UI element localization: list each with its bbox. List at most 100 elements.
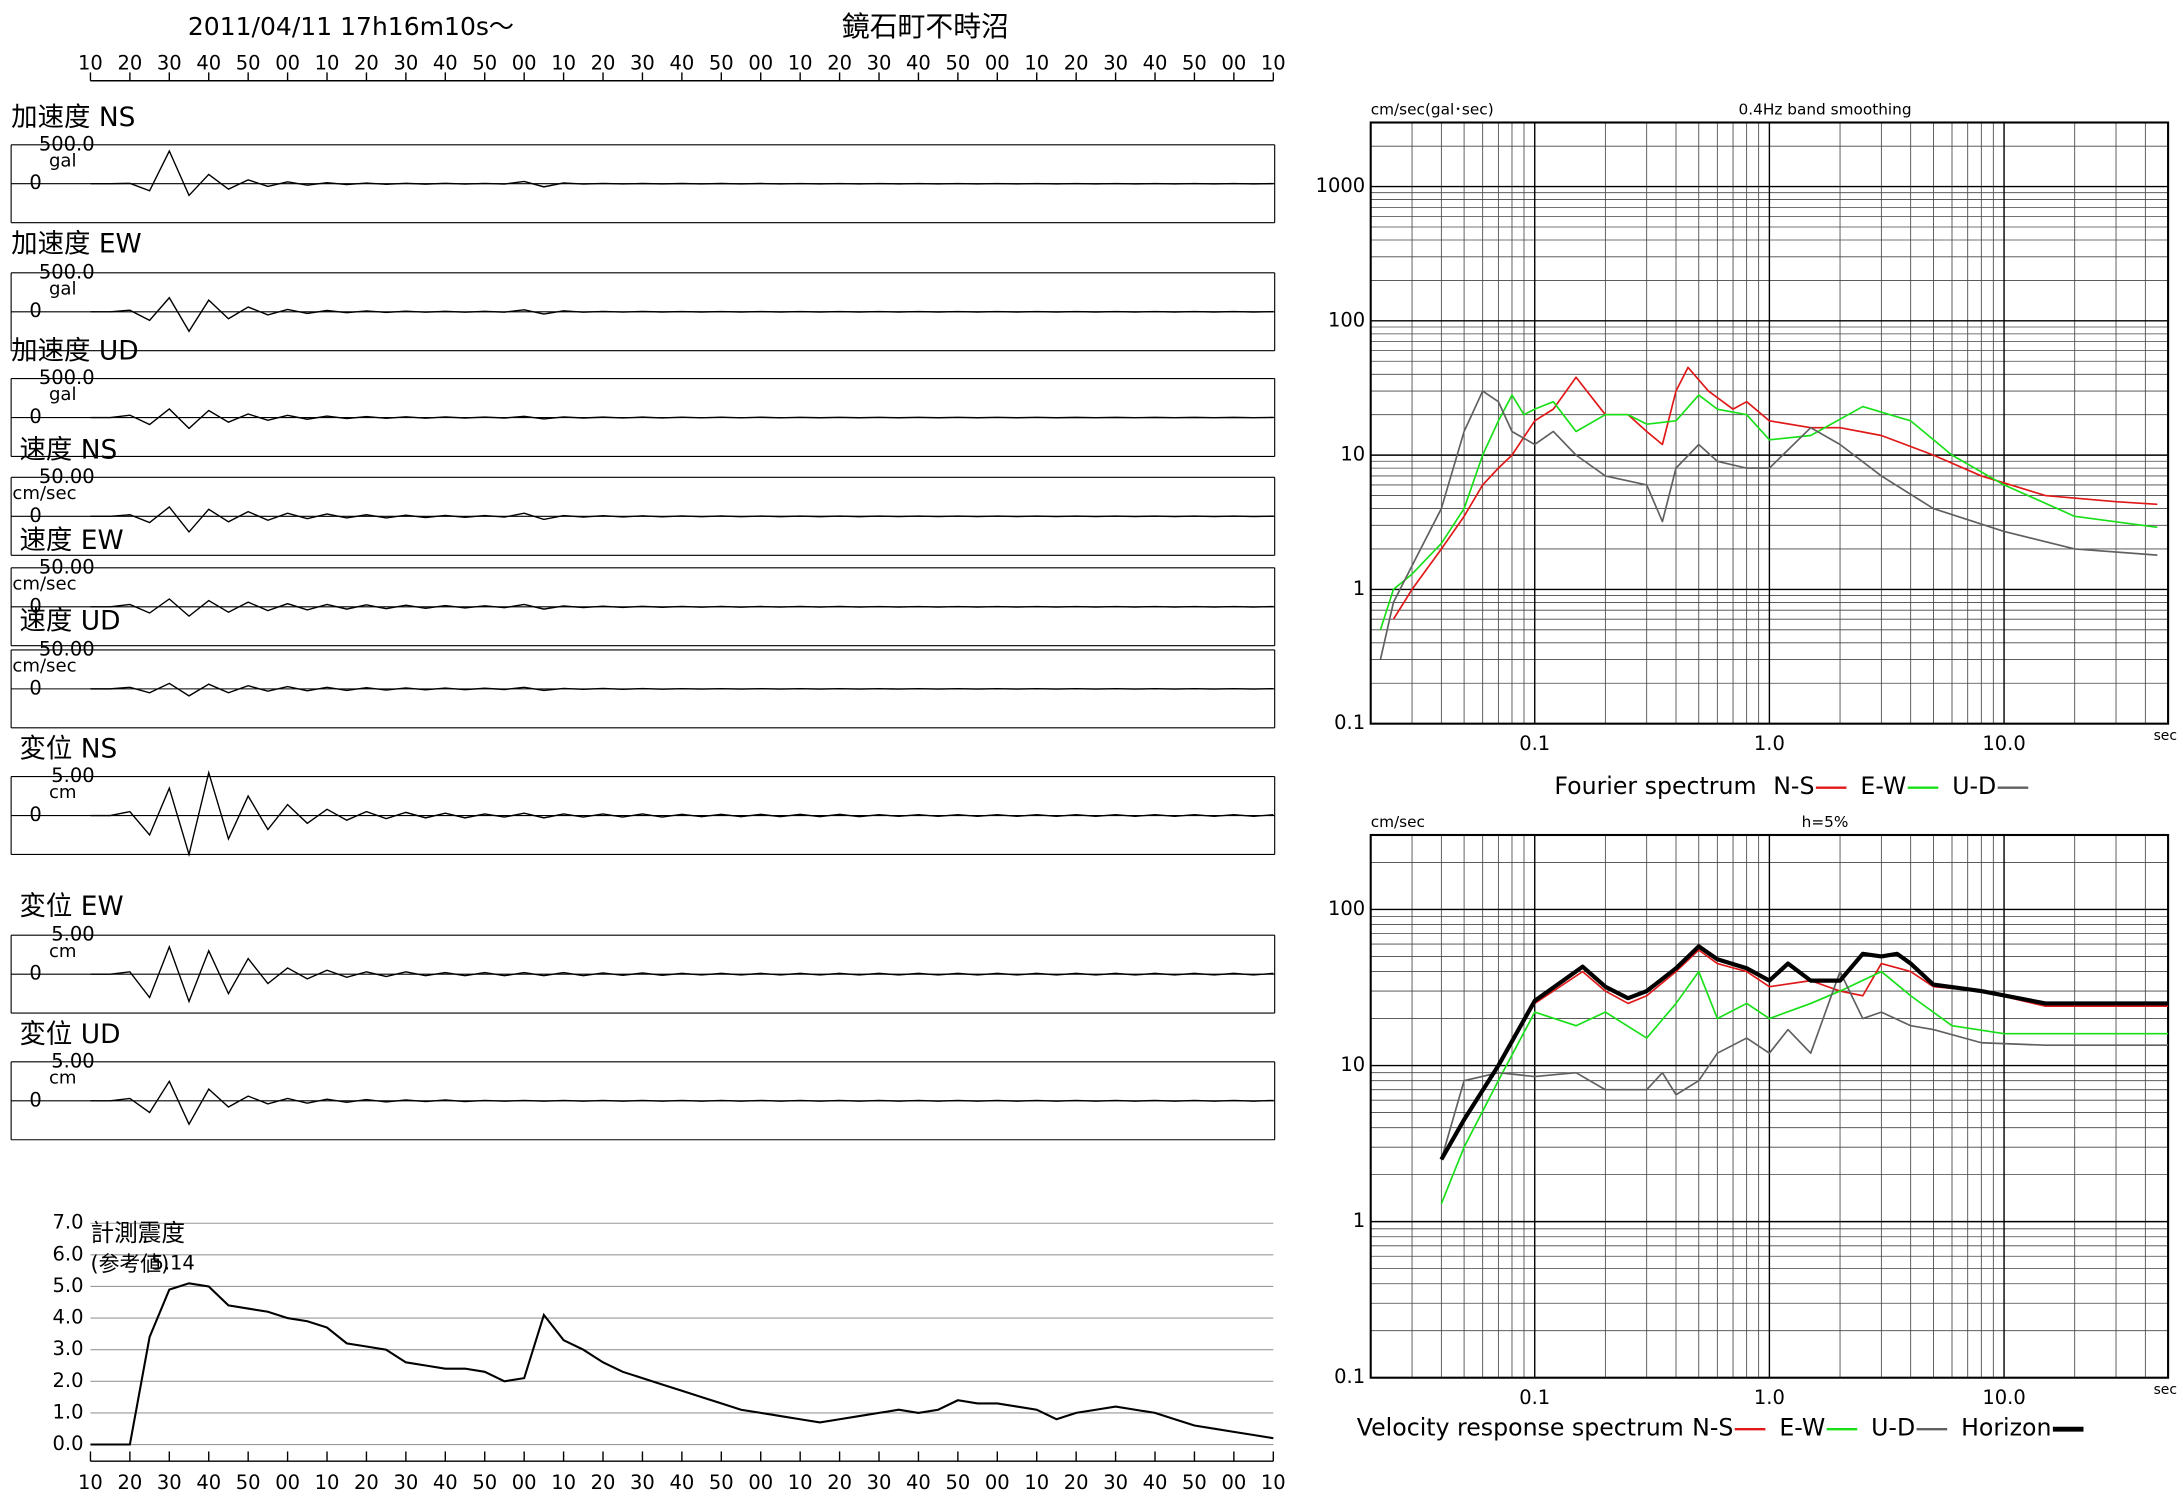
waveform [90, 682, 1274, 697]
legend-label: N-S [1773, 772, 1814, 800]
x-tick-label: 10 [1261, 1471, 1286, 1494]
x-tick-label: 40 [1143, 52, 1168, 75]
x-tick-label: 10 [1024, 52, 1049, 75]
x-tick-label: 50 [472, 52, 497, 75]
x-tick-label: 0.1 [1519, 732, 1550, 755]
y-tick-label: 50.00 [39, 637, 95, 660]
x-tick-label: 00 [1221, 52, 1246, 75]
y-tick-label: 0 [29, 803, 41, 826]
spectrum-line [1379, 394, 2158, 631]
y-axis-label: cm/sec(gal･sec) [1371, 100, 1494, 118]
unit-label: gal [49, 278, 77, 299]
y-tick-label: 0.1 [1334, 1365, 1365, 1388]
y-tick-label: 10 [1340, 1053, 1365, 1076]
y-tick-label: 100 [1328, 897, 1365, 920]
intensity-line [90, 1282, 1274, 1446]
plot-frame [1369, 121, 2170, 725]
legend-title: Fourier spectrum [1554, 772, 1756, 800]
spectrum-line [1440, 949, 2169, 1160]
x-tick-label: 30 [393, 1471, 418, 1494]
spectrum-line [1379, 390, 2158, 660]
unit-label: cm [49, 782, 77, 803]
y-tick-label: 6.0 [53, 1242, 84, 1265]
x-tick-label: 40 [906, 1471, 931, 1494]
spectrum-line [1392, 366, 2158, 620]
y-tick-label: 0 [29, 299, 41, 322]
y-tick-label: 0.0 [53, 1432, 84, 1455]
x-axis-label: sec [2154, 1382, 2177, 1398]
unit-label: cm/sec [12, 656, 76, 677]
y-tick-label: 5.00 [51, 764, 94, 787]
x-axis-label: sec [2154, 728, 2177, 744]
waveform [90, 944, 1274, 1004]
y-tick-label: 1 [1353, 577, 1365, 600]
legend-label: E-W [1860, 772, 1906, 800]
annotation: 5.14 [151, 1251, 194, 1274]
x-tick-label: 50 [709, 1471, 734, 1494]
trace-label: 加速度 NS [11, 102, 135, 133]
x-tick-label: 00 [748, 1471, 773, 1494]
x-tick-label: 40 [669, 52, 694, 75]
x-tick-label: 10 [1024, 1471, 1049, 1494]
y-tick-label: 50.00 [39, 465, 95, 488]
x-tick-label: 10 [788, 1471, 813, 1494]
legend-label: E-W [1779, 1414, 1825, 1442]
x-tick-label: 40 [906, 52, 931, 75]
y-tick-label: 7.0 [53, 1211, 84, 1234]
legend-label: U-D [1871, 1414, 1915, 1442]
legend-label: U-D [1952, 772, 1996, 800]
unit-label: gal [49, 150, 77, 171]
y-tick-label: 5.0 [53, 1274, 84, 1297]
x-tick-label: 40 [196, 52, 221, 75]
y-tick-label: 500.0 [39, 366, 95, 389]
y-tick-label: 0 [29, 405, 41, 428]
x-tick-label: 00 [985, 52, 1010, 75]
waveform [90, 408, 1274, 430]
trace-label: 速度 NS [19, 434, 117, 465]
y-tick-label: 4.0 [53, 1306, 84, 1329]
x-tick-label: 00 [512, 1471, 537, 1494]
x-tick-label: 50 [945, 1471, 970, 1494]
x-tick-label: 30 [1103, 1471, 1128, 1494]
x-tick-label: 00 [1221, 1471, 1246, 1494]
spectrum-line [1440, 970, 2169, 1160]
x-tick-label: 0.1 [1519, 1386, 1550, 1409]
y-tick-label: 1000 [1316, 174, 1366, 197]
chart-title: 計測震度 [90, 1219, 185, 1247]
x-tick-label: 10 [78, 1471, 103, 1494]
y-tick-label: 5.00 [51, 1049, 94, 1072]
x-tick-label: 1.0 [1754, 1386, 1785, 1409]
x-tick-label: 20 [827, 1471, 852, 1494]
date-time: 2011/04/11 17h16m10s〜 [188, 12, 514, 41]
x-tick-label: 30 [393, 52, 418, 75]
chart-subtitle: h=5% [1802, 813, 1849, 831]
trace-label: 変位 EW [19, 891, 123, 922]
y-tick-label: 10 [1340, 443, 1365, 466]
x-tick-label: 10 [1261, 52, 1286, 75]
x-tick-label: 30 [630, 1471, 655, 1494]
x-tick-label: 20 [354, 1471, 379, 1494]
x-tick-label: 20 [827, 52, 852, 75]
x-tick-label: 20 [1064, 52, 1089, 75]
y-tick-label: 0.1 [1334, 711, 1365, 734]
unit-label: cm/sec [12, 574, 76, 595]
waveform [90, 149, 1274, 197]
y-tick-label: 0 [29, 1088, 41, 1111]
y-tick-label: 5.00 [51, 923, 94, 946]
x-tick-label: 50 [236, 1471, 261, 1494]
y-tick-label: 100 [1328, 308, 1365, 331]
x-tick-label: 10.0 [1982, 1386, 2025, 1409]
x-tick-label: 50 [472, 1471, 497, 1494]
spectrum-line [1439, 944, 2169, 1161]
x-tick-label: 10.0 [1982, 732, 2025, 755]
trace-label: 速度 EW [19, 525, 123, 556]
x-tick-label: 20 [354, 52, 379, 75]
trace-label: 加速度 UD [11, 336, 138, 367]
y-tick-label: 0 [29, 594, 41, 617]
x-tick-label: 30 [867, 52, 892, 75]
y-tick-label: 2.0 [53, 1369, 84, 1392]
x-tick-label: 40 [196, 1471, 221, 1494]
spectrum-line [1440, 970, 2169, 1205]
y-tick-label: 50.00 [39, 555, 95, 578]
